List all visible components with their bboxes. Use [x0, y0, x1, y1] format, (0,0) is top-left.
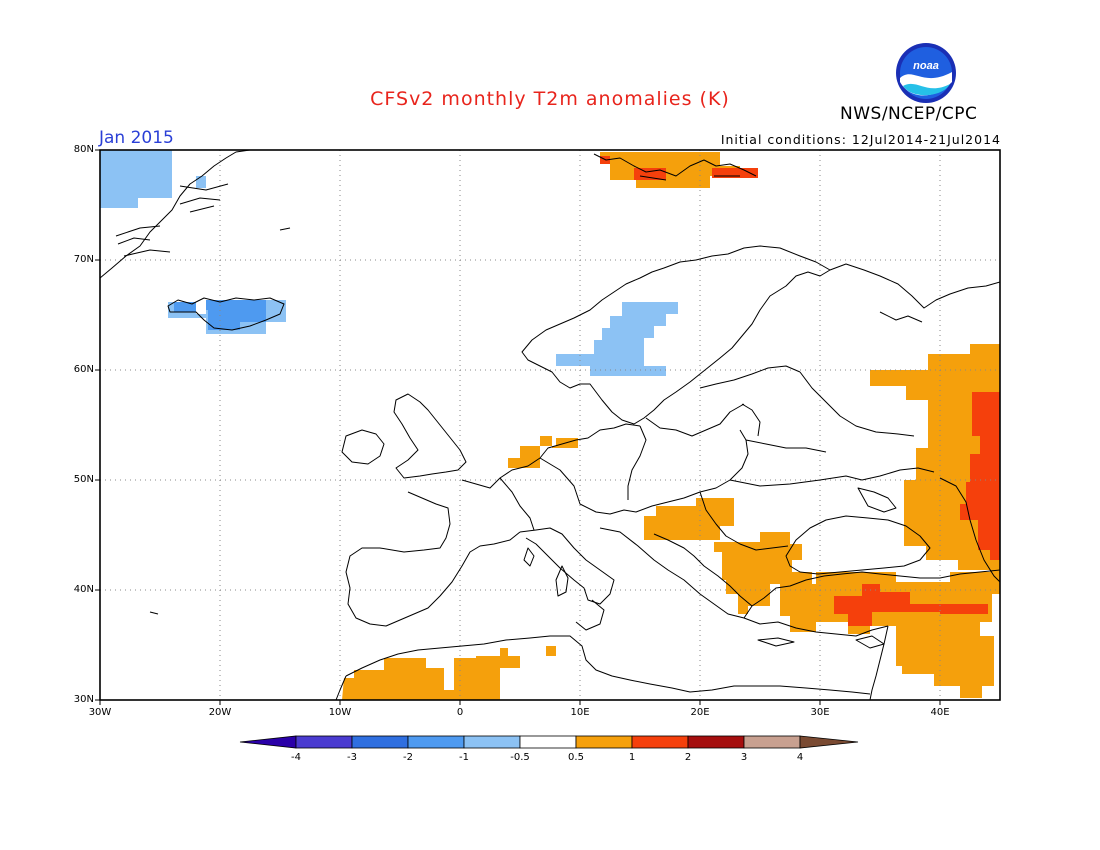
- colorbar-segment: [463, 735, 521, 749]
- lat-label-70n: 70N: [73, 254, 94, 265]
- colorbar-label: 4: [796, 752, 804, 763]
- chart-title: CFSv2 monthly T2m anomalies (K): [370, 88, 730, 110]
- lon-label-10e: 10E: [570, 707, 590, 718]
- anomaly-orange-turkey: [780, 572, 992, 634]
- lon-label-0: 0: [456, 707, 464, 718]
- anomaly-blue-iceland: [168, 300, 286, 334]
- colorbar-arrow-high: [799, 735, 859, 749]
- lat-label-30n: 30N: [73, 694, 94, 705]
- colorbar-segment: [743, 735, 801, 749]
- colorbar-label: 1: [628, 752, 636, 763]
- lon-label-10w: 10W: [328, 707, 352, 718]
- lat-label-80n: 80N: [73, 144, 94, 155]
- noaa-logo-icon: noaa: [896, 43, 956, 103]
- anomaly-orange-north-africa: [342, 646, 556, 700]
- lon-label-30e: 30E: [810, 707, 830, 718]
- svg-text:noaa: noaa: [913, 60, 939, 72]
- map-gridlines: [100, 150, 1000, 700]
- lat-label-60n: 60N: [73, 364, 94, 375]
- colorbar-label: -1: [459, 752, 469, 763]
- colorbar-label: 3: [740, 752, 748, 763]
- lon-label-30w: 30W: [88, 707, 112, 718]
- anomaly-blue-scandinavia: [556, 302, 678, 376]
- month-label: Jan 2015: [99, 128, 174, 148]
- anomaly-orange-middle-east: [896, 626, 994, 698]
- colorbar-segment: [519, 735, 577, 749]
- organization-label: NWS/NCEP/CPC: [840, 104, 978, 124]
- colorbar-label: -4: [291, 752, 301, 763]
- colorbar-segment: [687, 735, 745, 749]
- colorbar-segment: [407, 735, 465, 749]
- colorbar-segment: [575, 735, 633, 749]
- lon-label-40e: 40E: [930, 707, 950, 718]
- map-frame: [99, 149, 1001, 701]
- axis-ticks: [95, 149, 941, 705]
- lat-label-40n: 40N: [73, 584, 94, 595]
- colorbar: [239, 735, 859, 749]
- anomaly-orange-svalbard: [600, 152, 758, 188]
- colorbar-segment: [295, 735, 353, 749]
- colorbar-segment: [351, 735, 409, 749]
- colorbar-label: 0.5: [568, 752, 584, 763]
- colorbar-segment: [631, 735, 689, 749]
- anomaly-orange-netherlands: [508, 436, 578, 468]
- colorbar-label: 2: [684, 752, 692, 763]
- anomaly-orange-balkans: [644, 498, 812, 614]
- anomaly-blue-greenland-sea: [100, 150, 206, 208]
- colorbar-label: -3: [347, 752, 357, 763]
- colorbar-label: -0.5: [510, 752, 530, 763]
- initial-conditions-label: Initial conditions: 12Jul2014-21Jul2014: [720, 132, 1001, 147]
- lon-label-20w: 20W: [208, 707, 232, 718]
- lat-label-50n: 50N: [73, 474, 94, 485]
- colorbar-label: -2: [403, 752, 413, 763]
- colorbar-arrow-low: [239, 735, 297, 749]
- lon-label-20e: 20E: [690, 707, 710, 718]
- coastlines: [100, 150, 1000, 700]
- anomaly-orange-russia: [870, 344, 1000, 594]
